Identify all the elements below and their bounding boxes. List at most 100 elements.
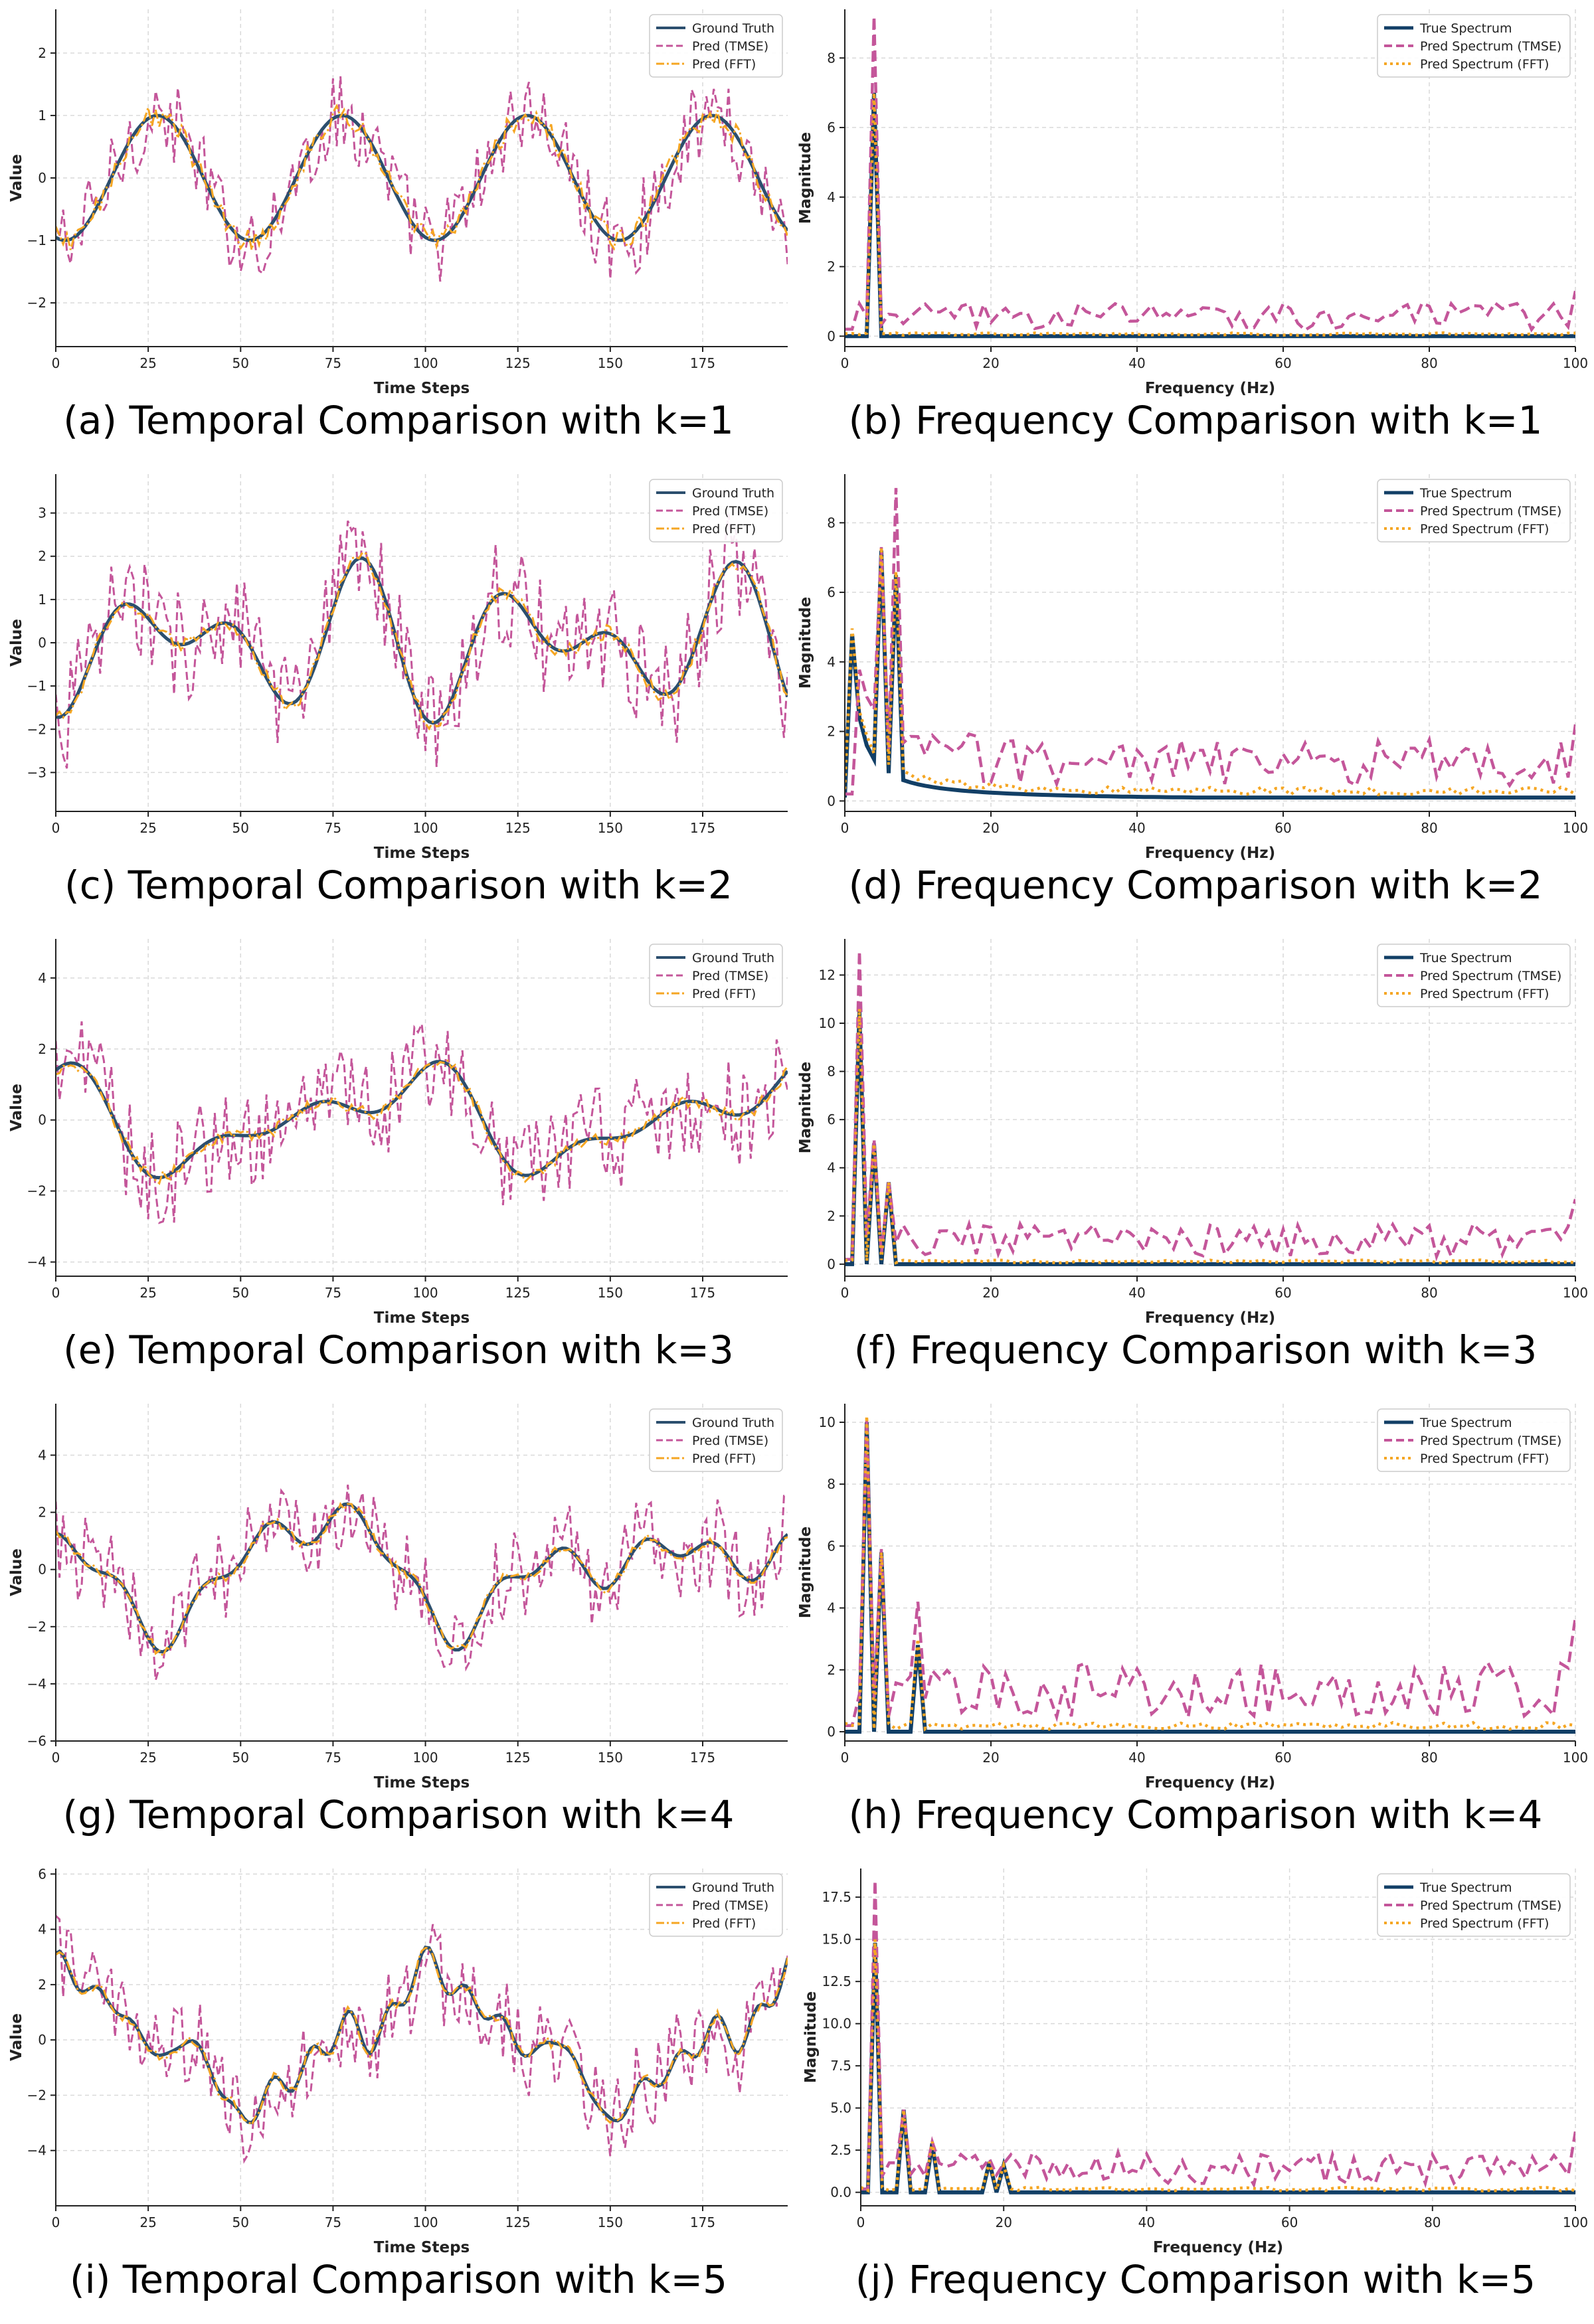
y-axis-label: Magnitude [797, 1062, 814, 1154]
x-axis-label: Time Steps [374, 2239, 470, 2256]
legend-label: Ground Truth [692, 1880, 774, 1895]
series-line-fft [56, 103, 788, 251]
legend-label: Pred (FFT) [692, 1916, 756, 1931]
y-tick-label: 4 [827, 654, 836, 670]
chart-g: 0 25 50 75 100 125 150 175 −6 −4 −2 0 2 4 Time Steps Va… [8, 1404, 788, 1791]
x-tick-label: 0 [52, 1285, 60, 1301]
x-tick-label: 0 [52, 2214, 60, 2230]
x-tick-label: 100 [1563, 1285, 1588, 1301]
series-line-fft [56, 551, 788, 731]
caption-f: (f) Frequency Comparison with k=3 [853, 1327, 1538, 1372]
y-tick-label: 4 [38, 1922, 46, 1938]
y-tick-label: −2 [27, 1619, 46, 1635]
legend-label: Pred Spectrum (TMSE) [1420, 504, 1561, 519]
x-tick-label: 125 [505, 355, 531, 371]
x-tick-label: 25 [139, 355, 156, 371]
legend-label: Pred (TMSE) [692, 39, 768, 54]
legend-box [649, 1408, 783, 1472]
series-line-fft [56, 1501, 788, 1658]
series-line-tmse-spectrum [845, 1419, 1575, 1727]
y-tick-label: 2 [38, 45, 46, 61]
x-tick-label: 150 [598, 355, 623, 371]
legend: Ground Truth Pred (TMSE) Pred (FFT) [649, 1408, 783, 1472]
chart-d: 0 20 40 60 80 100 0 2 4 6 8 Frequency (Hz) Magnitude… [797, 474, 1588, 862]
legend-label: Ground Truth [692, 21, 774, 36]
legend-label: Pred (FFT) [692, 522, 756, 537]
x-tick-label: 75 [325, 820, 341, 836]
x-axis-label: Frequency (Hz) [1145, 1774, 1275, 1791]
legend-label: Ground Truth [692, 486, 774, 501]
caption-e: (e) Temporal Comparison with k=3 [63, 1327, 734, 1372]
chart-c: 0 25 50 75 100 125 150 175 −3 −2 −1 0 1 2 3 Time Steps V… [8, 474, 788, 862]
y-axis-label: Value [8, 1084, 25, 1131]
legend: Ground Truth Pred (TMSE) Pred (FFT) [649, 479, 783, 542]
x-tick-label: 25 [139, 820, 156, 836]
x-tick-label: 80 [1424, 2214, 1441, 2230]
x-tick-label: 100 [412, 355, 438, 371]
x-tick-label: 60 [1275, 355, 1291, 371]
legend-box [1377, 479, 1571, 542]
x-tick-label: 100 [412, 2214, 438, 2230]
legend: True Spectrum Pred Spectrum (TMSE) Pred Sp… [1377, 14, 1571, 78]
series-line-tmse [56, 1484, 788, 1681]
y-axis-label: Magnitude [797, 1527, 814, 1619]
legend-box [1377, 1873, 1571, 1937]
x-tick-label: 50 [232, 355, 249, 371]
x-tick-label: 50 [232, 820, 249, 836]
y-tick-label: 6 [827, 584, 836, 600]
x-tick-label: 0 [52, 355, 60, 371]
legend-label: Pred Spectrum (TMSE) [1420, 969, 1561, 983]
legend-label: Pred (FFT) [692, 987, 756, 1001]
x-tick-label: 100 [1563, 2214, 1588, 2230]
x-tick-label: 100 [412, 1285, 438, 1301]
y-tick-label: 4 [827, 1160, 836, 1176]
x-tick-label: 0 [841, 1285, 849, 1301]
series-group [845, 951, 1575, 1266]
y-tick-label: 6 [827, 120, 836, 135]
legend-label: Pred Spectrum (TMSE) [1420, 39, 1561, 54]
x-axis-label: Frequency (Hz) [1145, 1309, 1275, 1327]
series-group [56, 514, 788, 769]
y-tick-label: 6 [827, 1538, 836, 1554]
y-tick-label: 6 [827, 1112, 836, 1127]
series-line-fft-spectrum [845, 546, 1575, 797]
y-axis-label: Value [8, 1548, 25, 1596]
y-axis-label: Value [8, 154, 25, 202]
series-line-tmse-spectrum [845, 487, 1575, 796]
y-tick-label: 8 [827, 1064, 836, 1080]
y-tick-label: 8 [827, 515, 836, 531]
x-tick-label: 80 [1421, 820, 1437, 836]
y-tick-label: 4 [827, 189, 836, 205]
y-tick-label: 2 [827, 724, 836, 740]
legend-label: Pred (TMSE) [692, 1434, 768, 1448]
series-line-tmse-spectrum [845, 16, 1575, 333]
legend: True Spectrum Pred Spectrum (TMSE) Pred Sp… [1377, 1408, 1571, 1472]
caption-c: (c) Temporal Comparison with k=2 [64, 863, 733, 908]
legend-label: Pred Spectrum (FFT) [1420, 987, 1549, 1001]
x-tick-label: 20 [982, 355, 999, 371]
x-tick-label: 25 [139, 1285, 156, 1301]
x-tick-label: 100 [412, 820, 438, 836]
chart-f: 0 20 40 60 80 100 0 2 4 6 8 10 12 Frequency (Hz) Magni… [797, 939, 1588, 1327]
y-tick-label: 6 [38, 1866, 46, 1882]
y-tick-label: 10 [819, 1414, 836, 1430]
caption-b: (b) Frequency Comparison with k=1 [848, 398, 1543, 443]
series-line-true-spectrum [861, 1942, 1575, 2195]
y-tick-label: 7.5 [830, 2058, 851, 2074]
y-tick-label: 4 [38, 1447, 46, 1463]
series-line-ground-truth [56, 114, 788, 242]
legend-label: True Spectrum [1419, 1880, 1512, 1895]
legend: True Spectrum Pred Spectrum (TMSE) Pred Sp… [1377, 944, 1571, 1007]
y-tick-label: −4 [27, 1254, 46, 1270]
x-tick-label: 40 [1128, 820, 1145, 836]
x-tick-label: 75 [325, 1750, 341, 1766]
x-tick-label: 175 [690, 355, 715, 371]
series-line-true-spectrum [845, 550, 1575, 800]
caption-i: (i) Temporal Comparison with k=5 [69, 2257, 728, 2302]
series-group [845, 487, 1575, 800]
series-line-tmse [56, 1915, 788, 2164]
legend-box [649, 14, 783, 78]
x-axis-label: Time Steps [374, 380, 470, 397]
y-axis-label: Magnitude [797, 597, 814, 689]
